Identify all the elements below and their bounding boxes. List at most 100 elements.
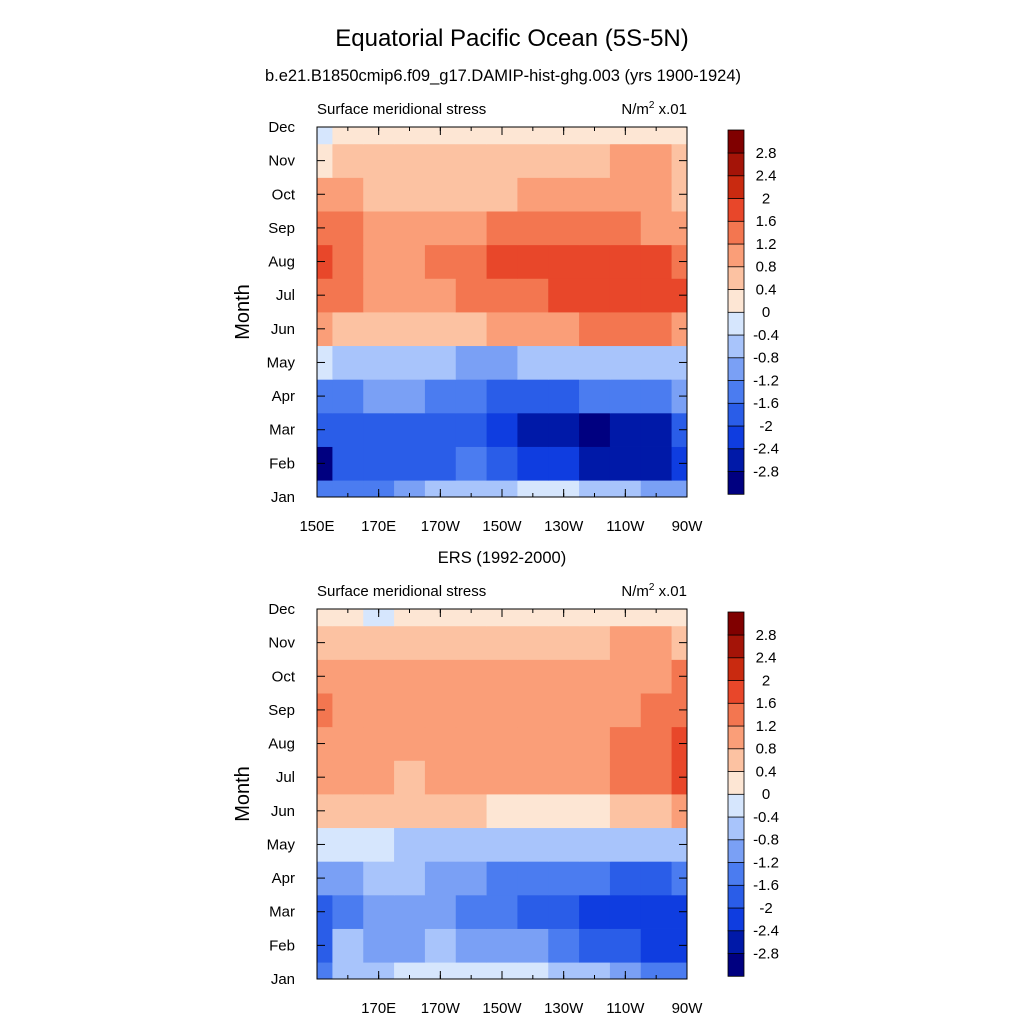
colorbar-swatch — [727, 930, 745, 954]
y-axis-title: Month — [232, 766, 254, 822]
units-scale: x.01 — [654, 583, 687, 600]
heatmap-cell — [332, 127, 364, 145]
heatmap-cell — [579, 894, 611, 929]
heatmap-cell — [609, 345, 642, 380]
colorbar-swatch — [727, 243, 745, 268]
heatmap-cell — [455, 446, 487, 481]
heatmap-cell — [455, 827, 487, 862]
heatmap-cell — [548, 962, 580, 980]
x-tick-label: 170W — [421, 518, 461, 535]
heatmap-cell — [517, 446, 549, 481]
colorbar-label: -2 — [759, 418, 772, 435]
heatmap-cell — [609, 379, 642, 414]
heatmap-cell — [609, 480, 642, 498]
y-tick-label: Apr — [272, 388, 295, 405]
heatmap-cell — [609, 827, 642, 862]
colorbar-swatch — [727, 448, 745, 472]
y-tick-label: Aug — [268, 254, 295, 271]
y-tick-label: Jan — [271, 489, 295, 506]
colorbar-label: -0.8 — [753, 350, 779, 367]
x-tick-label: 170E — [361, 1000, 396, 1017]
heatmap-cell — [517, 412, 549, 447]
heatmap-cell — [486, 894, 518, 929]
y-tick-label: Oct — [272, 186, 296, 203]
heatmap-cell — [332, 480, 364, 498]
panel-units-label: N/m2 x.01 — [621, 582, 687, 600]
x-tick-label: 90W — [672, 518, 704, 535]
heatmap-cell — [640, 143, 672, 178]
heatmap-cell — [394, 127, 426, 145]
y-axis-ticks: Jan Feb Mar Apr May Jun Jul Aug Sep Oct Nov Dec — [267, 601, 687, 988]
heatmap-cell — [579, 143, 611, 178]
colorbar-swatch — [727, 748, 745, 772]
heatmap-cell — [455, 894, 487, 929]
heatmap-cell — [671, 609, 688, 627]
heatmap-cell — [579, 609, 611, 627]
heatmap-cell — [363, 278, 395, 313]
heatmap-cell — [609, 861, 642, 896]
heatmap-cell — [579, 962, 611, 980]
colorbar: 2.8 2.4 2 1.6 1.2 0.8 0.4 0 -0.4 -0.8 -1.2 -1.6 -2 -2… — [727, 611, 779, 977]
colorbar-swatch — [727, 175, 745, 199]
heatmap-cell — [424, 726, 457, 761]
colorbar-swatch — [727, 334, 745, 359]
heatmap-cell — [517, 928, 549, 963]
heatmap-cell — [548, 345, 580, 380]
heatmap-cell — [486, 345, 518, 380]
heatmap-cell — [363, 211, 395, 246]
heatmap-cell — [609, 693, 642, 728]
y-tick-label: Dec — [268, 601, 295, 618]
heatmap-cell — [394, 928, 426, 963]
colorbar-swatch — [727, 952, 745, 977]
heatmap-cell — [486, 962, 518, 980]
heatmap-cell — [517, 827, 549, 862]
units-superscript: 2 — [649, 582, 655, 593]
x-tick-label: 90W — [672, 1000, 704, 1017]
heatmap-cell — [394, 693, 426, 728]
units-superscript: 2 — [649, 100, 655, 111]
heatmap-cell — [486, 379, 518, 414]
heatmap-cell — [671, 962, 688, 980]
heatmap-cell — [424, 312, 457, 347]
colorbar-label: 1.6 — [756, 213, 777, 230]
colorbar-label: 2 — [762, 190, 770, 207]
heatmap-cell — [640, 693, 672, 728]
heatmap-cell — [455, 211, 487, 246]
colorbar-label: 0.8 — [756, 259, 777, 276]
heatmap-cell — [486, 278, 518, 313]
heatmap-cell — [486, 480, 518, 498]
heatmap-cell — [332, 177, 364, 212]
heatmap-cell — [517, 177, 549, 212]
panel-title: ERS (1992-2000) — [438, 549, 566, 567]
heatmap-cell — [486, 760, 518, 795]
heatmap-cell — [363, 480, 395, 498]
heatmap-cell — [394, 412, 426, 447]
heatmap-cell — [579, 278, 611, 313]
heatmap-cell — [394, 244, 426, 279]
colorbar-swatch — [727, 611, 745, 636]
heatmap-cell — [455, 177, 487, 212]
heatmap-cell — [486, 211, 518, 246]
heatmap-cell — [332, 726, 364, 761]
heatmap-cell — [579, 760, 611, 795]
heatmap-cell — [332, 659, 364, 694]
heatmap-cell — [363, 962, 395, 980]
colorbar-label: -1.6 — [753, 395, 779, 412]
colorbar-swatch — [727, 679, 745, 704]
heatmap-cell — [486, 446, 518, 481]
heatmap-cell — [548, 760, 580, 795]
heatmap-cell — [517, 312, 549, 347]
heatmap-cell — [640, 177, 672, 212]
heatmap-cell — [640, 278, 672, 313]
heatmap-cell — [363, 446, 395, 481]
heatmap-cell — [455, 480, 487, 498]
colorbar-label: 2.8 — [756, 627, 777, 644]
heatmap-cell — [579, 345, 611, 380]
x-axis-ticks: 170E 170W 150W 130W 110W 90W — [316, 609, 704, 1017]
heatmap-cell — [424, 760, 457, 795]
heatmap-cell — [486, 412, 518, 447]
heatmap-cell — [424, 659, 457, 694]
heatmap-cell — [609, 244, 642, 279]
colorbar-label: -2.8 — [753, 945, 779, 962]
